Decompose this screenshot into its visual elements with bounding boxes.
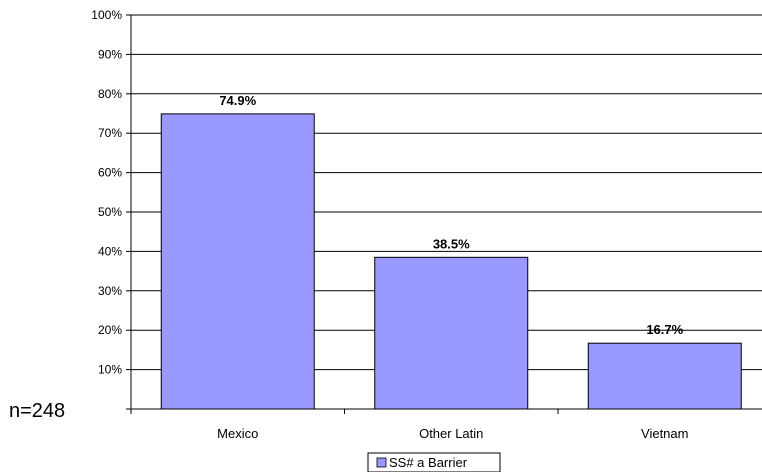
- y-tick-label: 30%: [98, 284, 122, 298]
- y-tick-label: 70%: [98, 126, 122, 140]
- bars: [160, 113, 742, 410]
- y-tick-label: 40%: [98, 244, 122, 258]
- y-tick-label: 90%: [98, 47, 122, 61]
- legend: SS# a Barrier: [367, 452, 501, 472]
- legend-label: SS# a Barrier: [389, 455, 468, 470]
- x-category-label: Vietnam: [641, 426, 688, 441]
- x-category-label: Other Latin: [419, 426, 483, 441]
- bar-value-label: 16.7%: [646, 322, 683, 337]
- bar-value-label: 74.9%: [219, 93, 256, 108]
- bar: [374, 256, 529, 410]
- y-tick-label: 80%: [98, 87, 122, 101]
- data-labels: 74.9% 38.5% 16.7%: [219, 93, 683, 337]
- bar: [160, 113, 315, 410]
- x-category-label: Mexico: [217, 426, 258, 441]
- bar-value-label: 38.5%: [433, 236, 470, 251]
- y-tick-label: 20%: [98, 323, 122, 337]
- y-axis-ticks: 10% 20% 30% 40% 50% 60% 70% 80% 90% 100%: [91, 8, 131, 410]
- bar: [587, 342, 742, 410]
- legend-box: [367, 452, 501, 472]
- legend-swatch: [376, 457, 387, 468]
- y-tick-label: 100%: [91, 8, 122, 22]
- sample-size-note: n=248: [9, 400, 65, 422]
- y-tick-label: 50%: [98, 205, 122, 219]
- y-tick-label: 10%: [98, 363, 122, 377]
- y-tick-label: 60%: [98, 166, 122, 180]
- x-axis-ticks: Mexico Other Latin Vietnam: [130, 409, 688, 441]
